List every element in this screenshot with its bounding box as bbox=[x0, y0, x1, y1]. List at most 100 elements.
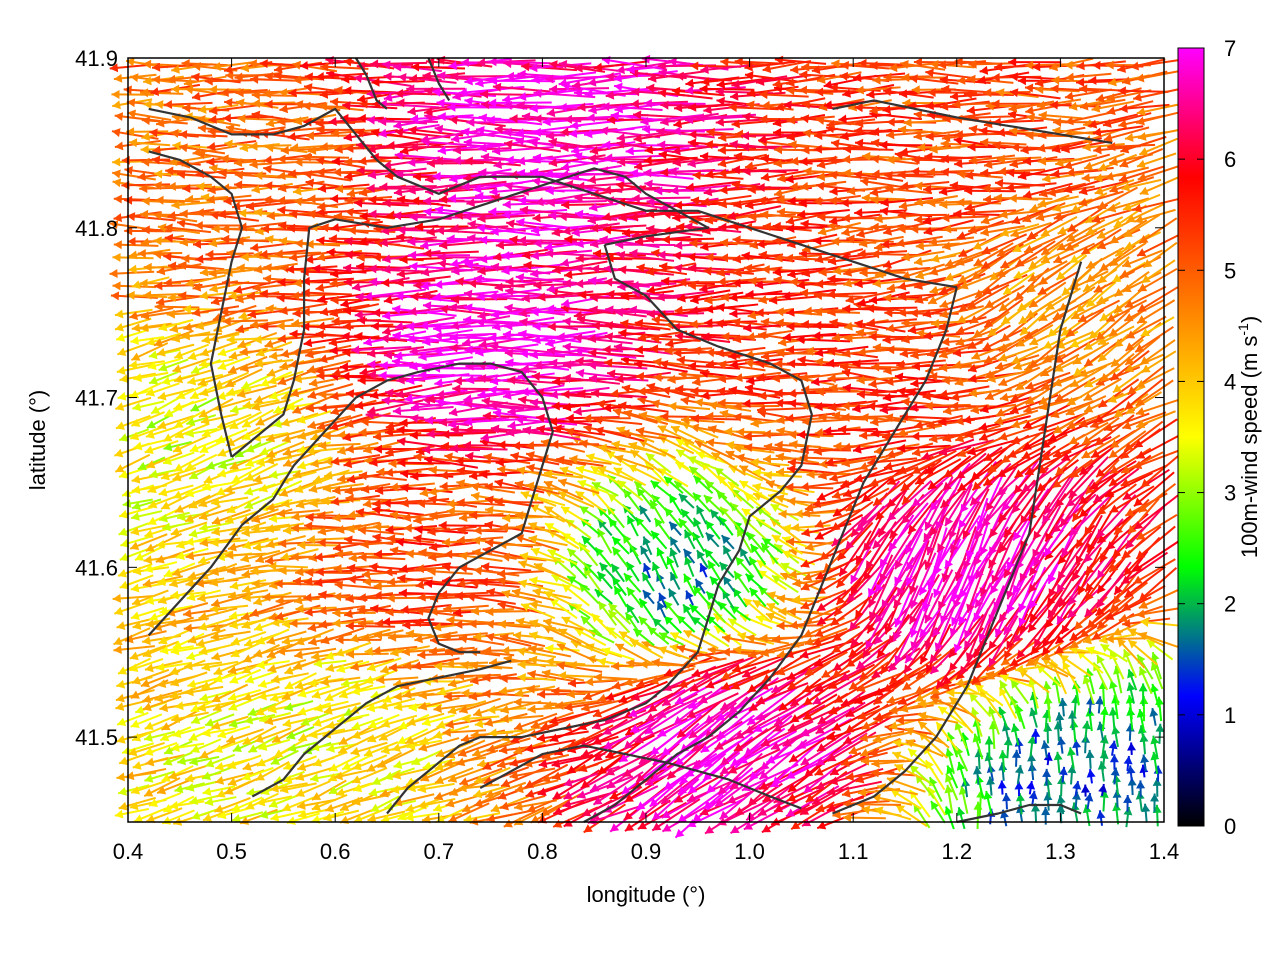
wind-arrow bbox=[656, 547, 669, 570]
wind-arrow bbox=[170, 742, 205, 752]
wind-arrow bbox=[895, 804, 928, 828]
wind-arrow bbox=[944, 806, 955, 830]
wind-arrow bbox=[524, 739, 576, 753]
wind-arrow bbox=[376, 748, 415, 769]
wind-arrow bbox=[392, 405, 454, 416]
wind-arrow bbox=[500, 714, 544, 724]
wind-arrow bbox=[1085, 749, 1095, 769]
x-tick-label: 1.4 bbox=[1149, 839, 1180, 864]
colorbar-tick-label: 4 bbox=[1224, 369, 1236, 394]
wind-arrow bbox=[442, 727, 487, 737]
wind-arrow bbox=[231, 796, 263, 812]
wind-arrow bbox=[128, 742, 165, 757]
wind-arrow bbox=[789, 617, 835, 630]
wind-arrow bbox=[174, 700, 212, 711]
wind-arrow bbox=[130, 606, 165, 621]
wind-arrow bbox=[860, 756, 905, 766]
wind-arrow bbox=[270, 782, 308, 793]
wind-arrow bbox=[800, 732, 852, 766]
wind-arrow bbox=[1027, 735, 1037, 757]
wind-arrow bbox=[644, 699, 698, 735]
wind-arrow bbox=[337, 735, 373, 754]
wind-arrow bbox=[1058, 766, 1068, 783]
wind-arrow bbox=[843, 715, 893, 745]
wind-arrow bbox=[300, 711, 331, 726]
colorbar-label-close: ) bbox=[1237, 316, 1262, 323]
wind-arrow bbox=[859, 730, 905, 743]
wind-arrow bbox=[760, 720, 814, 747]
wind-arrow bbox=[997, 706, 1008, 728]
wind-arrow bbox=[929, 144, 974, 154]
wind-arrow bbox=[1031, 728, 1041, 744]
wind-arrow bbox=[286, 725, 315, 740]
wind-arrow bbox=[145, 754, 185, 767]
wind-arrow bbox=[796, 718, 853, 750]
wind-arrow bbox=[484, 781, 527, 799]
wind-arrow bbox=[1127, 742, 1137, 755]
wind-arrow bbox=[890, 788, 922, 810]
wind-arrow bbox=[815, 732, 868, 767]
wind-arrow bbox=[1011, 749, 1021, 767]
wind-arrow bbox=[789, 440, 833, 451]
wind-arrow bbox=[755, 682, 809, 705]
wind-arrow bbox=[746, 686, 798, 726]
wind-arrow bbox=[1042, 681, 1052, 710]
wind-arrow bbox=[747, 308, 793, 320]
wind-arrow bbox=[144, 770, 175, 783]
wind-arrow bbox=[733, 720, 783, 752]
wind-arrow bbox=[758, 763, 810, 791]
wind-arrow bbox=[925, 68, 975, 80]
wind-arrow bbox=[1067, 764, 1077, 785]
wind-arrow bbox=[328, 754, 361, 772]
wind-arrow bbox=[651, 778, 700, 821]
wind-arrow bbox=[872, 730, 915, 744]
wind-arrow bbox=[490, 262, 551, 275]
wind-arrow bbox=[657, 690, 713, 718]
wind-arrow bbox=[1029, 707, 1038, 728]
wind-arrow bbox=[197, 700, 235, 712]
wind-arrow bbox=[1080, 784, 1090, 797]
wind-arrow bbox=[1123, 794, 1133, 812]
wind-arrow bbox=[909, 764, 934, 787]
wind-arrow bbox=[514, 685, 556, 698]
wind-arrow bbox=[211, 683, 249, 703]
wind-arrow bbox=[513, 712, 558, 731]
wind-arrow bbox=[378, 722, 414, 741]
colorbar-label-exponent: -1 bbox=[1235, 323, 1251, 336]
wind-arrow bbox=[972, 766, 982, 785]
wind-arrow bbox=[638, 597, 654, 619]
wind-arrow bbox=[772, 704, 826, 733]
wind-arrow bbox=[827, 373, 875, 383]
wind-arrow bbox=[264, 712, 304, 726]
wind-arrow bbox=[1126, 765, 1136, 782]
wind-arrow bbox=[743, 714, 793, 757]
wind-arrow bbox=[226, 728, 264, 744]
wind-arrow bbox=[968, 692, 992, 718]
y-axis-label: latitude (°) bbox=[25, 390, 50, 491]
y-tick-label: 41.7 bbox=[75, 386, 118, 411]
wind-arrow bbox=[145, 807, 183, 823]
colorbar-tick-label: 5 bbox=[1224, 258, 1236, 283]
wind-arrow bbox=[549, 709, 600, 725]
wind-arrow bbox=[391, 738, 428, 752]
wind-arrow bbox=[958, 785, 969, 814]
wind-arrow bbox=[657, 704, 717, 738]
colorbar-tick-label: 0 bbox=[1224, 814, 1236, 839]
wind-arrow bbox=[1155, 723, 1165, 744]
wind-arrow bbox=[673, 685, 724, 726]
wind-arrow bbox=[185, 780, 217, 792]
wind-arrow bbox=[998, 423, 1045, 441]
wind-arrow bbox=[255, 697, 289, 716]
wind-arrow bbox=[732, 587, 748, 608]
wind-arrow bbox=[370, 795, 400, 813]
wind-arrow bbox=[353, 807, 388, 824]
wind-arrow bbox=[577, 707, 629, 731]
wind-arrow bbox=[855, 766, 904, 784]
wind-arrow bbox=[602, 707, 657, 736]
x-tick-label: 0.5 bbox=[216, 839, 247, 864]
wind-arrow bbox=[350, 741, 388, 756]
wind-arrow bbox=[1040, 740, 1050, 758]
wind-arrow bbox=[404, 726, 441, 745]
wind-arrow bbox=[189, 794, 222, 806]
wind-arrow bbox=[730, 727, 786, 767]
